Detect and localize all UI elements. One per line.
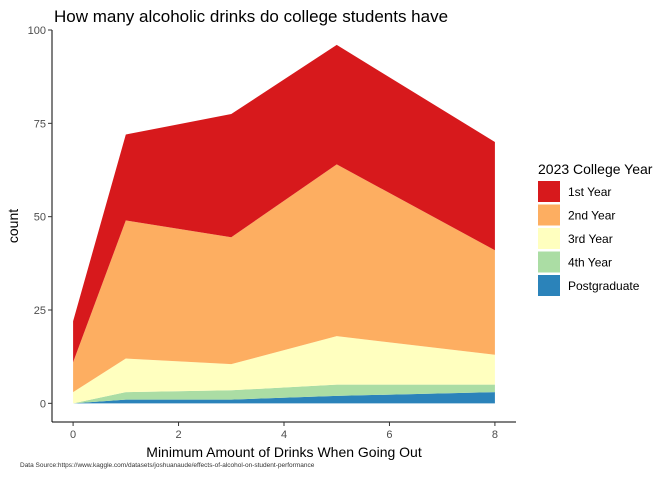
x-tick-label: 4: [281, 429, 287, 441]
x-tick-label: 6: [386, 429, 392, 441]
chart-title: How many alcoholic drinks do college stu…: [54, 7, 449, 26]
y-axis-title: count: [5, 209, 21, 243]
area-postgraduate: [73, 392, 495, 404]
area-3rd-year: [73, 336, 495, 404]
x-axis-title: Minimum Amount of Drinks When Going Out: [146, 444, 422, 460]
legend-title: 2023 College Year: [538, 161, 653, 177]
y-tick-label: 100: [28, 25, 46, 37]
legend-label: 3rd Year: [568, 232, 613, 246]
legend-label: 1st Year: [568, 185, 611, 199]
x-axis-ticks: 0 2 4 6 8: [70, 422, 498, 441]
y-tick-label: 25: [34, 305, 46, 317]
legend-swatch: [538, 181, 560, 202]
y-tick-label: 0: [40, 398, 46, 410]
y-tick-label: 75: [34, 118, 46, 130]
legend: 2023 College Year 1st Year 2nd Year 3rd Yea…: [538, 161, 653, 296]
legend-label: 2nd Year: [568, 209, 615, 223]
stacked-areas: [73, 44, 495, 404]
legend-label: 4th Year: [568, 256, 612, 270]
legend-swatch: [538, 204, 560, 226]
x-tick-label: 2: [175, 429, 181, 441]
x-tick-label: 8: [492, 429, 498, 441]
x-tick-label: 0: [70, 429, 76, 441]
legend-swatch: [538, 251, 560, 273]
legend-swatch: [538, 228, 560, 249]
y-axis-ticks: 0 25 50 75 100: [28, 25, 52, 410]
area-1st-year: [73, 44, 495, 363]
area-4th-year: [73, 384, 495, 404]
area-2nd-year: [73, 164, 495, 393]
y-tick-label: 50: [34, 212, 46, 224]
data-source-caption: Data Source:https://www.kaggle.com/datas…: [20, 462, 315, 469]
legend-label: Postgraduate: [568, 279, 640, 293]
legend-swatch: [538, 275, 560, 296]
